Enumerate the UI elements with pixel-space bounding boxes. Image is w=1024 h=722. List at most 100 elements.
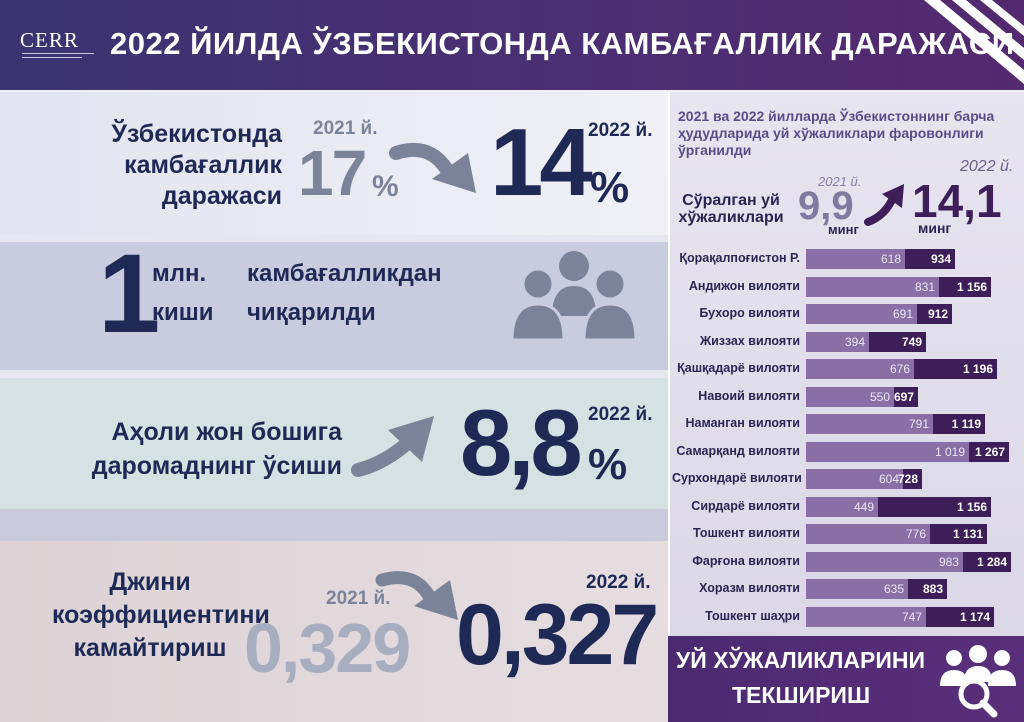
bar-2021: [806, 552, 963, 572]
value-label-2021: 747: [901, 610, 922, 624]
divider: [0, 235, 668, 242]
gini-year-2021: 2021 й.: [326, 588, 391, 609]
value-label-2021: 550: [869, 390, 890, 404]
region-label: Сурхондарё вилояти: [672, 471, 802, 485]
lifted-unit-1: млн.: [152, 260, 207, 287]
gini-value-2022: 0,327: [456, 587, 659, 683]
region-label: Наманган вилояти: [685, 416, 800, 430]
value-label-2021: 676: [889, 362, 910, 376]
poverty-label: Ўзбекистонда камбағаллик даражаси: [111, 120, 282, 210]
poverty-value-2021: 17: [298, 137, 367, 209]
region-label: Тошкент вилояти: [693, 526, 800, 540]
value-label-2022: 749: [901, 335, 922, 349]
value-label-2021: 635: [883, 582, 904, 596]
people-group-icon: [510, 251, 638, 342]
bar-2021: [806, 249, 905, 269]
value-label-2022: 883: [922, 582, 943, 596]
header: CERR 2022 ЙИЛДА ЎЗБЕКИСТОНДА КАМБАҒАЛЛИК…: [0, 0, 1024, 90]
down-arrow-icon: [389, 142, 476, 193]
bar-2021: [806, 414, 933, 434]
gini-panel: [0, 541, 668, 722]
bar-2021: [806, 332, 869, 352]
bar-2021: [806, 524, 930, 544]
poverty-panel: [0, 92, 668, 235]
income-year-2022: 2022 й.: [588, 404, 653, 425]
value-label-2022: 912: [927, 307, 948, 321]
income-value: 8,8: [460, 390, 583, 495]
divider: [0, 509, 668, 541]
gini-label: Джини коэффициентини камайтириш: [52, 568, 270, 662]
households-year-2021: 2021 й.: [818, 174, 862, 189]
bar-2021: [806, 387, 894, 407]
value-label-2022: 728: [897, 472, 918, 486]
bar-2021: [806, 277, 939, 297]
value-label-2022: 1 174: [959, 610, 990, 624]
value-label-2021: 776: [905, 527, 926, 541]
value-label-2021: 1 019: [934, 445, 965, 459]
poverty-pct-2021: %: [372, 170, 399, 203]
lifted-text-2: чиқарилди: [247, 299, 376, 326]
cerr-logo: CERR: [20, 28, 79, 52]
value-label-2021: 604: [878, 472, 899, 486]
poverty-year-2021: 2021 й.: [313, 118, 378, 139]
footer-line-2: ТЕКШИРИШ: [732, 682, 871, 708]
bar-2021: [806, 359, 914, 379]
region-label: Қорақалпоғистон Р.: [679, 251, 800, 265]
households-unit-2022: минг: [918, 220, 952, 236]
households-label: Сўралган уй хўжаликлари: [678, 192, 784, 226]
households-year-2022: 2022 й.: [960, 158, 1014, 175]
region-label: Қашқадарё вилояти: [677, 361, 800, 375]
region-label: Самарқанд вилояти: [676, 444, 800, 458]
corner-stripes: [924, 0, 1024, 84]
gini-year-2022: 2022 й.: [586, 572, 651, 593]
logo-rule: [22, 57, 82, 58]
logo-rule: [22, 53, 94, 54]
region-label: Фарғона вилояти: [692, 554, 800, 568]
households-value-2022: 14,1: [912, 175, 1002, 227]
value-label-2021: 831: [914, 280, 935, 294]
value-label-2022: 1 196: [962, 362, 993, 376]
bar-2021: [806, 497, 878, 517]
gini-value-2021: 0,329: [244, 609, 411, 687]
value-label-2022: 934: [930, 252, 951, 266]
poverty-value-2022: 14: [490, 109, 593, 216]
region-label: Бухоро вилояти: [699, 306, 800, 320]
region-label: Жиззах вилояти: [699, 334, 800, 348]
lifted-number: 1: [98, 231, 161, 356]
survey-title: 2021 ва 2022 йилларда Ўзбекистоннинг бар…: [678, 108, 995, 158]
down-arrow-icon: [375, 571, 458, 620]
value-label-2021: 394: [844, 335, 865, 349]
divider: [0, 370, 668, 378]
value-label-2021: 449: [853, 500, 874, 514]
households-unit-2021: минг: [828, 222, 859, 237]
bar-2021: [806, 442, 969, 462]
up-arrow-icon: [864, 184, 904, 226]
value-label-2021: 983: [938, 555, 959, 569]
region-label: Навоий вилояти: [698, 389, 800, 403]
page-title: 2022 ЙИЛДА ЎЗБЕКИСТОНДА КАМБАҒАЛЛИК ДАРА…: [110, 26, 1015, 61]
value-label-2021: 791: [908, 417, 929, 431]
bar-2021: [806, 304, 917, 324]
value-label-2022: 1 267: [974, 445, 1005, 459]
value-label-2022: 1 156: [956, 280, 987, 294]
households-value-2021: 9,9: [798, 184, 854, 228]
value-label-2022: 1 284: [976, 555, 1007, 569]
value-label-2022: 1 131: [952, 527, 983, 541]
region-label: Тошкент шаҳри: [705, 609, 800, 623]
poverty-year-2022: 2022 й.: [588, 120, 653, 141]
lifted-unit-2: киши: [152, 299, 214, 326]
income-panel: [0, 378, 668, 509]
bar-2021: [806, 469, 903, 489]
value-label-2022: 697: [893, 390, 914, 404]
up-arrow-icon: [351, 416, 434, 477]
value-label-2021: 691: [892, 307, 913, 321]
bar-2021: [806, 579, 908, 599]
bar-2021: [806, 607, 926, 627]
value-label-2021: 618: [880, 252, 901, 266]
value-label-2022: 1 119: [951, 417, 981, 431]
footer-line-1: УЙ ХЎЖАЛИКЛАРИНИ: [676, 647, 926, 673]
income-pct: %: [588, 440, 628, 489]
income-label: Аҳоли жон бошига даромаднинг ўсиши: [91, 418, 342, 480]
lifted-text-1: камбағалликдан: [247, 260, 442, 287]
poverty-pct-2022: %: [590, 163, 630, 212]
